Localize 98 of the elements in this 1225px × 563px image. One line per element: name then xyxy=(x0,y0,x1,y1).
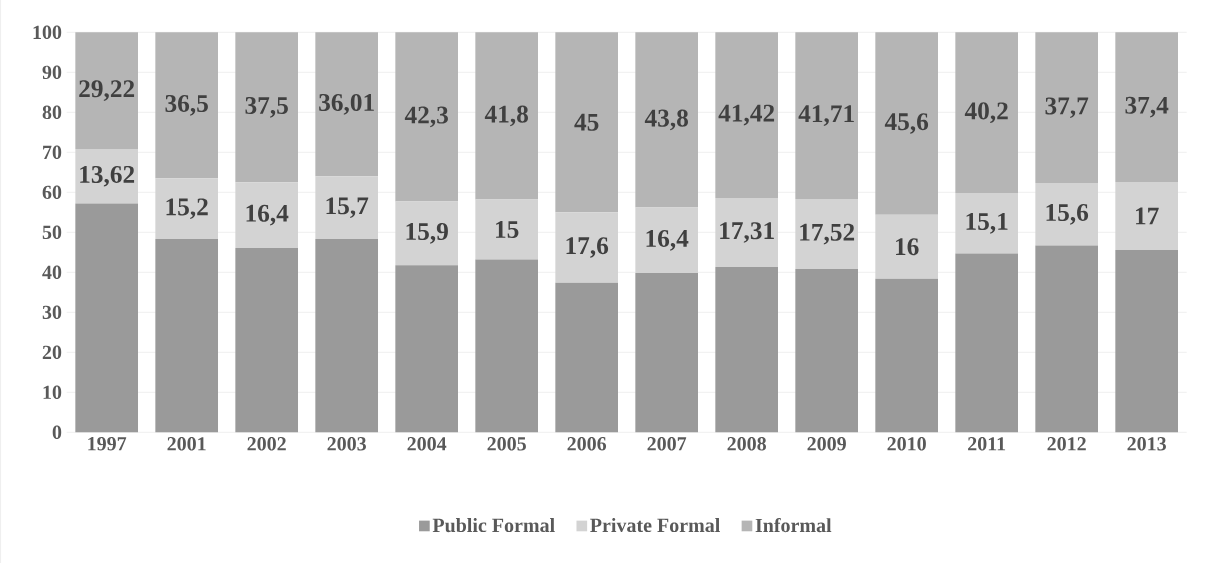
x-tick-label: 2009 xyxy=(807,437,846,451)
bar xyxy=(395,32,458,202)
y-tick-label: 30 xyxy=(42,305,62,320)
bar xyxy=(75,149,139,204)
bar xyxy=(875,32,938,215)
bar xyxy=(75,32,139,150)
bar xyxy=(1035,245,1098,433)
bar xyxy=(795,32,858,200)
bar xyxy=(75,203,139,433)
y-tick-label: 70 xyxy=(43,145,62,160)
bar xyxy=(1115,32,1178,182)
y-tick-label: 40 xyxy=(42,265,62,280)
data-label: 15,6 xyxy=(1046,203,1089,225)
bar xyxy=(955,253,1018,433)
x-tick-label: 2012 xyxy=(1047,437,1086,451)
bar xyxy=(715,267,779,433)
data-label: 16,4 xyxy=(646,229,689,251)
data-label: 29,22 xyxy=(79,80,135,101)
data-label: 15,7 xyxy=(326,197,369,219)
x-tick-label: 2004 xyxy=(407,437,447,451)
x-tick-label: 2013 xyxy=(1127,437,1166,451)
bar xyxy=(315,239,379,433)
x-tick-label: 2010 xyxy=(887,437,926,451)
bar xyxy=(1115,249,1178,433)
x-tick-label: 2003 xyxy=(327,437,366,451)
data-label: 15,1 xyxy=(966,213,1008,234)
bar xyxy=(555,32,619,213)
bar xyxy=(795,269,858,433)
bar xyxy=(155,178,219,240)
bar xyxy=(1035,183,1098,246)
bar xyxy=(715,197,779,268)
data-label: 37,4 xyxy=(1125,96,1169,118)
y-tick-label: 0 xyxy=(52,425,62,440)
bar xyxy=(475,199,538,260)
bar xyxy=(1115,181,1178,250)
data-label: 17,52 xyxy=(800,223,855,245)
data-label: 16 xyxy=(896,238,919,256)
bar xyxy=(715,32,779,198)
data-label: 15,9 xyxy=(406,222,448,244)
bar xyxy=(315,32,379,177)
bar xyxy=(475,259,538,433)
data-label: 17 xyxy=(1136,207,1159,225)
bar xyxy=(235,247,299,433)
bar xyxy=(475,32,538,200)
data-label: 45 xyxy=(574,113,599,131)
bar xyxy=(155,32,219,179)
x-tick-label: 2008 xyxy=(727,437,766,451)
bar xyxy=(955,193,1018,254)
bar xyxy=(235,32,299,183)
data-label: 45,6 xyxy=(884,113,929,134)
legend-label: Informal xyxy=(755,517,832,533)
bar xyxy=(555,282,619,433)
bar xyxy=(875,214,938,279)
bar xyxy=(795,199,858,270)
bar xyxy=(235,182,299,248)
x-tick-label: 2007 xyxy=(647,437,687,451)
legend-label: Public Formal xyxy=(432,518,555,533)
data-label: 13,62 xyxy=(80,165,135,187)
bar xyxy=(635,32,699,208)
y-tick-label: 80 xyxy=(42,105,62,120)
data-label: 37,5 xyxy=(245,96,288,118)
data-label: 36,01 xyxy=(319,93,374,115)
x-tick-label: 1997 xyxy=(88,437,127,451)
data-label: 43,8 xyxy=(644,109,688,131)
bar xyxy=(635,273,699,433)
bar xyxy=(155,239,219,433)
data-label: 17,31 xyxy=(720,222,774,243)
bar xyxy=(875,278,938,433)
y-tick-label: 10 xyxy=(43,385,62,400)
data-label: 40,2 xyxy=(964,102,1008,124)
data-label: 15 xyxy=(496,221,519,239)
data-label: 15,2 xyxy=(166,198,208,220)
data-label: 17,6 xyxy=(566,237,609,258)
bar xyxy=(635,207,699,274)
y-tick-label: 20 xyxy=(42,345,62,360)
x-tick-label: 2006 xyxy=(567,437,607,451)
bar xyxy=(1035,32,1098,184)
y-tick-label: 50 xyxy=(42,225,62,240)
data-label: 41,8 xyxy=(484,105,528,127)
bar xyxy=(315,176,379,240)
data-label: 36,5 xyxy=(165,94,208,116)
bar xyxy=(955,32,1018,194)
y-tick-label: 100 xyxy=(33,25,62,40)
bar xyxy=(395,265,458,433)
data-label: 37,7 xyxy=(1045,97,1089,119)
bar xyxy=(395,201,458,266)
x-tick-label: 2005 xyxy=(487,437,526,451)
bar xyxy=(555,212,619,283)
x-tick-label: 2002 xyxy=(247,437,286,451)
data-label: 41,71 xyxy=(798,105,854,126)
data-label: 42,3 xyxy=(404,106,448,128)
data-label: 16,4 xyxy=(246,204,289,226)
y-tick-label: 60 xyxy=(42,185,62,200)
x-tick-label: 2011 xyxy=(968,437,1006,451)
y-tick-label: 90 xyxy=(42,65,62,80)
legend-label: Private Formal xyxy=(590,518,720,533)
x-tick-label: 2001 xyxy=(167,437,206,451)
data-label: 41,42 xyxy=(718,104,775,126)
